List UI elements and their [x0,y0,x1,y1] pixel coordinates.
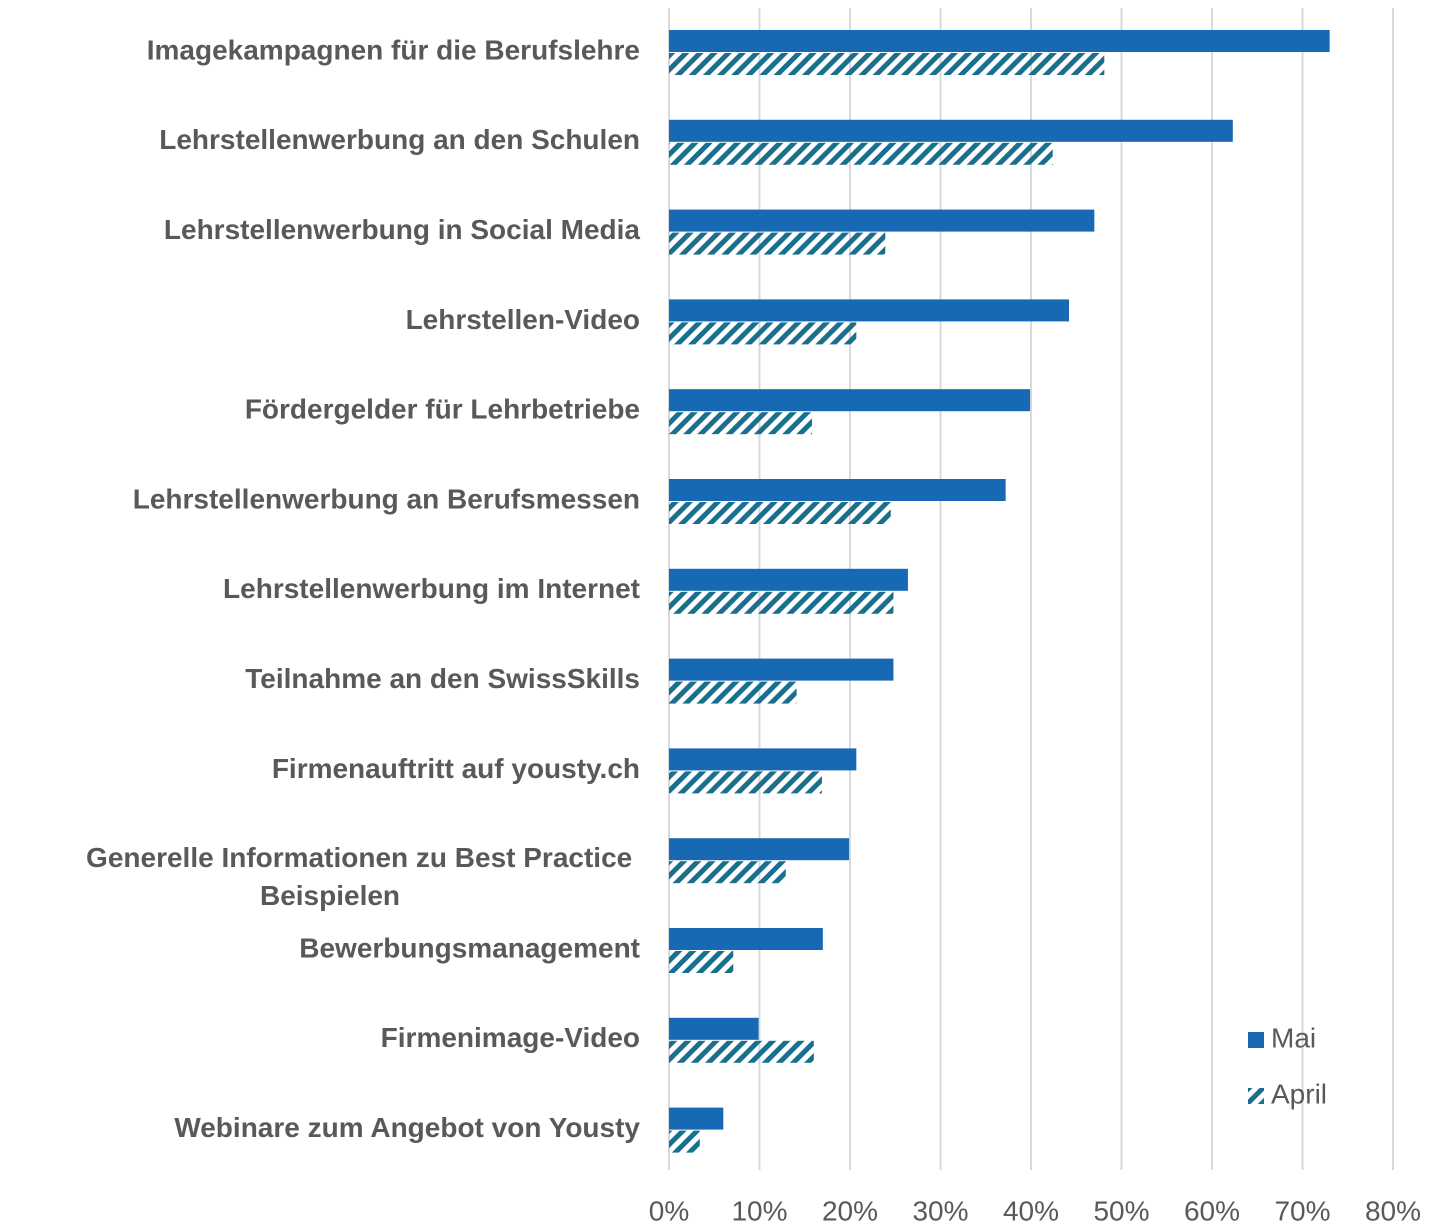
bar [669,30,1330,52]
category-label: Lehrstellenwerbung im Internet [223,573,640,604]
label-line: Generelle Informationen zu Best Practice [86,843,640,874]
bar [669,1130,700,1153]
bar [669,299,1070,322]
bar [669,1017,759,1040]
x-tick-label: 50% [1093,1195,1149,1226]
label-line: Beispielen [260,881,400,912]
x-tick-label: 30% [912,1195,968,1226]
bar [669,389,1031,412]
category-label: Lehrstellenwerbung an Berufsmessen [133,483,640,514]
legend-swatch [1248,1088,1264,1104]
legend-label: Mai [1271,1022,1316,1053]
bar [669,591,894,614]
bar [669,232,886,255]
category-label: Imagekampagnen für die Berufslehre [147,34,640,65]
x-tick-label: 60% [1184,1195,1240,1226]
bar [669,681,797,704]
bar [669,1040,814,1063]
x-tick-label: 10% [731,1195,787,1226]
bar [669,53,1105,75]
category-label: Generelle Informationen zu Best Practice… [86,843,640,912]
bar [669,142,1053,165]
category-label: Bewerbungsmanagement [299,932,640,963]
category-label: Firmenauftritt auf yousty.ch [272,753,640,784]
x-tick-label: 0% [649,1195,689,1226]
bar [669,412,812,435]
x-tick-label: 70% [1274,1195,1330,1226]
x-tick-label: 40% [1003,1195,1059,1226]
category-label: Teilnahme an den SwissSkills [245,663,640,694]
bar [669,322,857,345]
bar [669,748,857,771]
x-tick-label: 20% [822,1195,878,1226]
x-tick-label: 80% [1365,1195,1421,1226]
bar [669,209,1095,232]
bar [669,951,734,973]
category-label: Lehrstellen-Video [406,304,640,335]
legend-swatch [1248,1032,1264,1048]
category-label: Fördergelder für Lehrbetriebe [245,394,640,425]
category-label: Lehrstellenwerbung an den Schulen [159,124,640,155]
bar [669,502,891,524]
bar [669,861,786,884]
bar [669,479,1006,501]
category-label: Lehrstellenwerbung in Social Media [164,214,641,245]
bar [669,928,823,950]
category-label: Firmenimage-Video [381,1022,640,1053]
bar [669,119,1233,142]
bar [669,838,850,861]
legend-label: April [1271,1078,1327,1109]
bar [669,658,894,681]
bar [669,1107,724,1130]
category-label: Webinare zum Angebot von Yousty [174,1112,640,1143]
bar [669,771,822,794]
bar [669,568,908,591]
